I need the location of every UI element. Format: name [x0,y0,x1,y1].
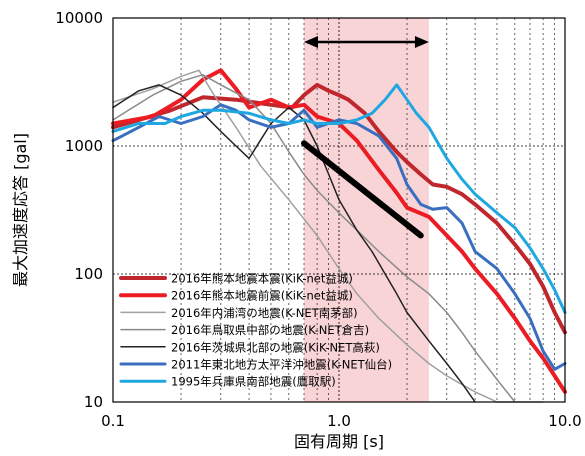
y-axis-title: 最大加速度応答 [gal] [11,133,30,287]
y-tick-label: 100 [74,265,103,283]
series-layer [111,68,567,403]
trend-line [300,140,424,239]
legend: 2016年熊本地震本震(KiK-net益城) 2016年熊本地震前震(KiK-ne… [119,272,392,389]
legend-label-6: 1995年兵庫県南部地震(鷹取駅) [171,375,336,389]
series-line-1 [111,68,567,394]
legend-label-0: 2016年熊本地震本震(KiK-net益城) [171,272,353,286]
legend-label-4: 2016年茨城県北部の地震(KiK-NET高萩) [171,340,380,354]
legend-label-3: 2016年鳥取県中部の地震(K-NET倉吉) [171,323,369,337]
range-arrow-left-head [303,35,318,48]
legend-label-5: 2011年東北地方太平洋沖地震(K-NET仙台) [171,358,392,372]
annotation-layer [300,35,429,239]
plot-frame [112,17,566,403]
x-tick-label: 10.0 [548,412,581,430]
x-axis-title: 固有周期 [s] [294,432,384,451]
legend-label-2: 2016年内浦湾の地震(K-NET南茅部) [171,306,358,320]
range-arrow-right-head [414,35,429,48]
y-tick-label: 1000 [65,137,103,155]
grid-layer [113,18,565,402]
y-tick-label: 10 [84,393,103,411]
tick-label-layer: 0.1 1.0 10.0 10 100 1000 10000 [55,9,581,430]
legend-label-1: 2016年熊本地震前震(KiK-net益城) [171,289,353,303]
series-line-0 [111,82,567,335]
x-tick-label: 0.1 [101,412,125,430]
series-line-4 [112,84,476,403]
series-line-2 [112,69,544,403]
x-tick-label: 1.0 [327,412,351,430]
y-tick-label: 10000 [55,9,103,27]
series-line-3 [112,74,516,403]
series-line-6 [111,83,567,314]
